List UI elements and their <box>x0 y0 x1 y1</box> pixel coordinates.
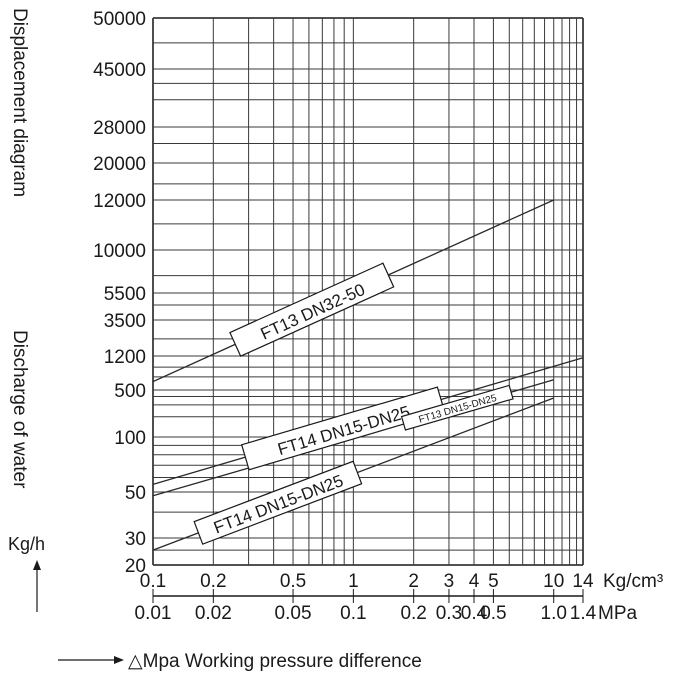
x-tick-label-kgcm: 2 <box>408 571 419 592</box>
y-tick-label: 30 <box>125 529 146 550</box>
y-arrow <box>33 560 41 612</box>
y-tick-labels: 20 30 50 100 500 1200 3500 5500 10000 12000 20000 2… <box>93 9 146 577</box>
series-label-box <box>193 460 363 545</box>
x-tick-label-kgcm: 1 <box>348 571 359 592</box>
y-tick-label: 28000 <box>93 118 146 139</box>
x-unit-kgcm: Kg/cm³ <box>603 571 663 592</box>
series-label: FT13 DN32-50 <box>258 280 368 344</box>
x-tick-label-mpa: 0.02 <box>195 603 232 624</box>
x-tick-label-kgcm: 0.2 <box>200 571 226 592</box>
x-tick-label-kgcm: 14 <box>572 571 594 592</box>
x-tick-label-kgcm: 3 <box>444 571 455 592</box>
series-label-group: FT14 DN15-DN25 <box>193 460 363 545</box>
y-tick-label: 5500 <box>104 284 146 305</box>
y-tick-label: 500 <box>114 381 146 402</box>
y-tick-label: 10000 <box>93 241 146 262</box>
series-label-group: FT13 DN32-50 <box>229 262 395 358</box>
x-tick-label-kgcm: 0.1 <box>140 571 166 592</box>
x-tick-label-mpa: 0.01 <box>135 603 172 624</box>
y-unit-label: Kg/h <box>8 534 45 554</box>
x-unit-mpa: MPa <box>598 603 638 624</box>
series-label-group: FT14 DN15-DN25 <box>240 386 446 471</box>
x-tick-label-mpa: 1.0 <box>541 603 567 624</box>
x-tick-label-mpa: 0.5 <box>480 603 506 624</box>
x-tick-label-mpa: 1.4 <box>570 603 597 624</box>
y-tick-label: 12000 <box>93 191 146 212</box>
x-tick-label-kgcm: 10 <box>543 571 564 592</box>
x-tick-labels: 0.1 0.2 0.5 1 2 3 4 5 10 140.01 0.02 0.05 0.1 0.2 0.30… <box>135 571 597 624</box>
x-tick-label-mpa: 0.3 <box>436 603 462 624</box>
series-label-box <box>229 262 395 358</box>
y-tick-label: 45000 <box>93 60 146 81</box>
x-tick-label-mpa: 0.2 <box>400 603 426 624</box>
series-label: FT14 DN15-DN25 <box>211 471 346 537</box>
x-arrow <box>58 656 124 664</box>
y-tick-label: 20000 <box>93 154 146 175</box>
x-tick-label-mpa: 0.4 <box>461 603 488 624</box>
x-tick-label-mpa: 0.1 <box>340 603 366 624</box>
x-tick-label-mpa: 0.05 <box>275 603 312 624</box>
y-axis-title-displacement: Displacement diagram <box>9 8 30 197</box>
y-tick-label: 50000 <box>93 9 146 30</box>
x-tick-label-kgcm: 4 <box>469 571 480 592</box>
grid <box>152 17 584 603</box>
y-tick-label: 100 <box>114 428 146 449</box>
y-axis-title-discharge: Discharge of water <box>9 330 30 489</box>
y-tick-label: 3500 <box>104 311 146 332</box>
y-tick-label: 1200 <box>104 347 146 368</box>
series-label-box <box>400 384 514 431</box>
series-label-box <box>240 386 446 471</box>
series-lines <box>152 199 584 551</box>
x-tick-label-kgcm: 5 <box>488 571 499 592</box>
y-tick-label: 50 <box>125 483 146 504</box>
x-axis-title: △Mpa Working pressure difference <box>128 651 422 672</box>
y-tick-label: 20 <box>125 556 146 577</box>
x-tick-label-kgcm: 0.5 <box>280 571 306 592</box>
